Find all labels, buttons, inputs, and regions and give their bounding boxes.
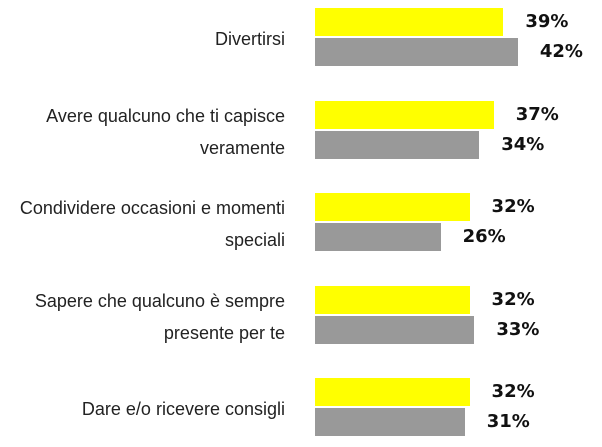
value-label: 37%	[515, 103, 559, 125]
value-label: 26%	[462, 226, 506, 248]
value-label: 32%	[491, 196, 535, 218]
bar	[315, 378, 470, 407]
category-label: Divertirsi	[215, 29, 285, 49]
bar	[315, 100, 494, 129]
bar	[315, 285, 470, 314]
value-label: 31%	[486, 411, 530, 433]
value-label: 39%	[525, 11, 569, 32]
value-label: 33%	[496, 318, 540, 340]
bar	[315, 223, 441, 252]
bar	[315, 193, 470, 222]
value-label: 32%	[491, 381, 535, 403]
value-label: 34%	[501, 133, 545, 155]
bar	[315, 315, 475, 344]
category-label: Sapere che qualcuno è sempre presente pe…	[34, 290, 285, 343]
category-label: Condividere occasioni e momenti speciali	[19, 198, 285, 251]
bar	[315, 130, 480, 159]
category-label: Avere qualcuno che ti capisce veramente	[46, 105, 285, 158]
value-label: 42%	[539, 41, 583, 62]
bar	[315, 408, 465, 437]
bar	[315, 38, 518, 66]
bar	[315, 8, 504, 36]
value-label: 32%	[491, 288, 535, 310]
category-label: Dare e/o ricevere consigli	[81, 399, 285, 420]
